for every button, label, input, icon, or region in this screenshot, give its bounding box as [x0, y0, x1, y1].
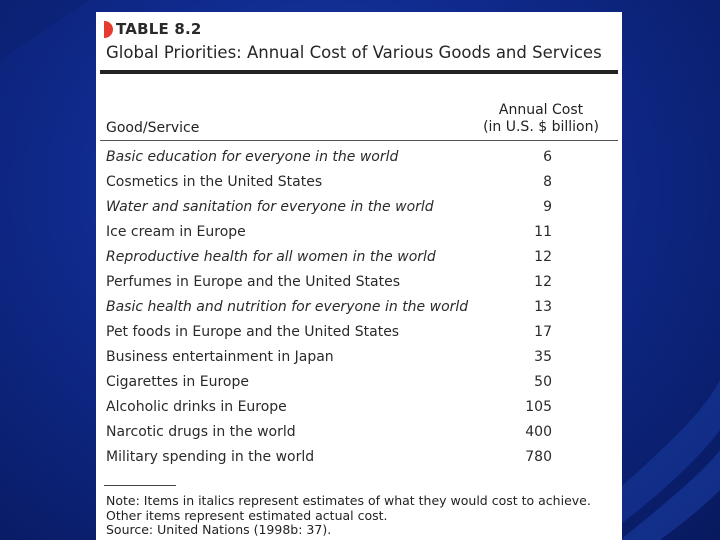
table-number: TABLE 8.2	[116, 20, 202, 38]
row-good: Military spending in the world	[106, 449, 315, 465]
column-header-cost-line1: Annual Cost	[498, 102, 584, 118]
row-good: Cosmetics in the United States	[106, 174, 323, 190]
row-good: Cigarettes in Europe	[106, 374, 249, 390]
row-cost: 12	[534, 249, 552, 265]
row-good: Ice cream in Europe	[106, 224, 246, 240]
row-good: Business entertainment in Japan	[106, 349, 334, 365]
row-good: Perfumes in Europe and the United States	[106, 274, 401, 290]
table-row: Pet foods in Europe and the United State…	[106, 322, 606, 347]
header-rule	[100, 70, 618, 74]
table-body: Basic education for everyone in the worl…	[106, 147, 606, 472]
column-header-cost-line2: (in U.S. $ billion)	[483, 119, 599, 135]
column-header-cost: Annual Cost (in U.S. $ billion)	[476, 102, 606, 136]
row-cost: 12	[534, 274, 552, 290]
row-cost: 105	[525, 399, 552, 415]
red-marker-icon	[104, 20, 113, 38]
table-row: Cigarettes in Europe 50	[106, 372, 606, 397]
table-footnote: Note: Items in italics represent estimat…	[106, 482, 616, 538]
column-header-good: Good/Service	[106, 120, 200, 136]
row-good: Reproductive health for all women in the…	[106, 249, 436, 265]
row-good: Water and sanitation for everyone in the…	[106, 199, 434, 215]
table-title: Global Priorities: Annual Cost of Variou…	[106, 43, 602, 62]
row-cost: 6	[543, 149, 552, 165]
row-cost: 13	[534, 299, 552, 315]
table-card: TABLE 8.2 Global Priorities: Annual Cost…	[96, 12, 622, 540]
row-cost: 35	[534, 349, 552, 365]
row-cost: 50	[534, 374, 552, 390]
row-good: Pet foods in Europe and the United State…	[106, 324, 400, 340]
row-good: Basic education for everyone in the worl…	[106, 149, 399, 165]
note-line-2: Other items represent estimated actual c…	[106, 507, 388, 523]
column-headers: Good/Service Annual Cost (in U.S. $ bill…	[106, 96, 606, 136]
table-row: Water and sanitation for everyone in the…	[106, 197, 606, 222]
row-good: Narcotic drugs in the world	[106, 424, 296, 440]
row-cost: 9	[543, 199, 552, 215]
row-cost: 8	[543, 174, 552, 190]
note-line-1: Note: Items in italics represent estimat…	[106, 493, 591, 508]
row-cost: 17	[534, 324, 552, 340]
row-cost: 780	[525, 449, 552, 465]
table-row: Ice cream in Europe 11	[106, 222, 606, 247]
footnote-rule	[104, 485, 176, 486]
table-row: Cosmetics in the United States 8	[106, 172, 606, 197]
column-header-rule	[100, 140, 618, 141]
row-cost: 400	[525, 424, 552, 440]
source-line: Source: United Nations (1998b: 37).	[106, 522, 332, 537]
table-row: Alcoholic drinks in Europe 105	[106, 397, 606, 422]
table-row: Reproductive health for all women in the…	[106, 247, 606, 272]
row-good: Alcoholic drinks in Europe	[106, 399, 287, 415]
row-good: Basic health and nutrition for everyone …	[106, 299, 469, 315]
row-cost: 11	[534, 224, 552, 240]
table-row: Business entertainment in Japan 35	[106, 347, 606, 372]
table-row: Basic education for everyone in the worl…	[106, 147, 606, 172]
table-label-row: TABLE 8.2	[104, 18, 202, 40]
table-row: Narcotic drugs in the world 400	[106, 422, 606, 447]
table-row: Military spending in the world 780	[106, 447, 606, 472]
table-row: Perfumes in Europe and the United States…	[106, 272, 606, 297]
table-row: Basic health and nutrition for everyone …	[106, 297, 606, 322]
